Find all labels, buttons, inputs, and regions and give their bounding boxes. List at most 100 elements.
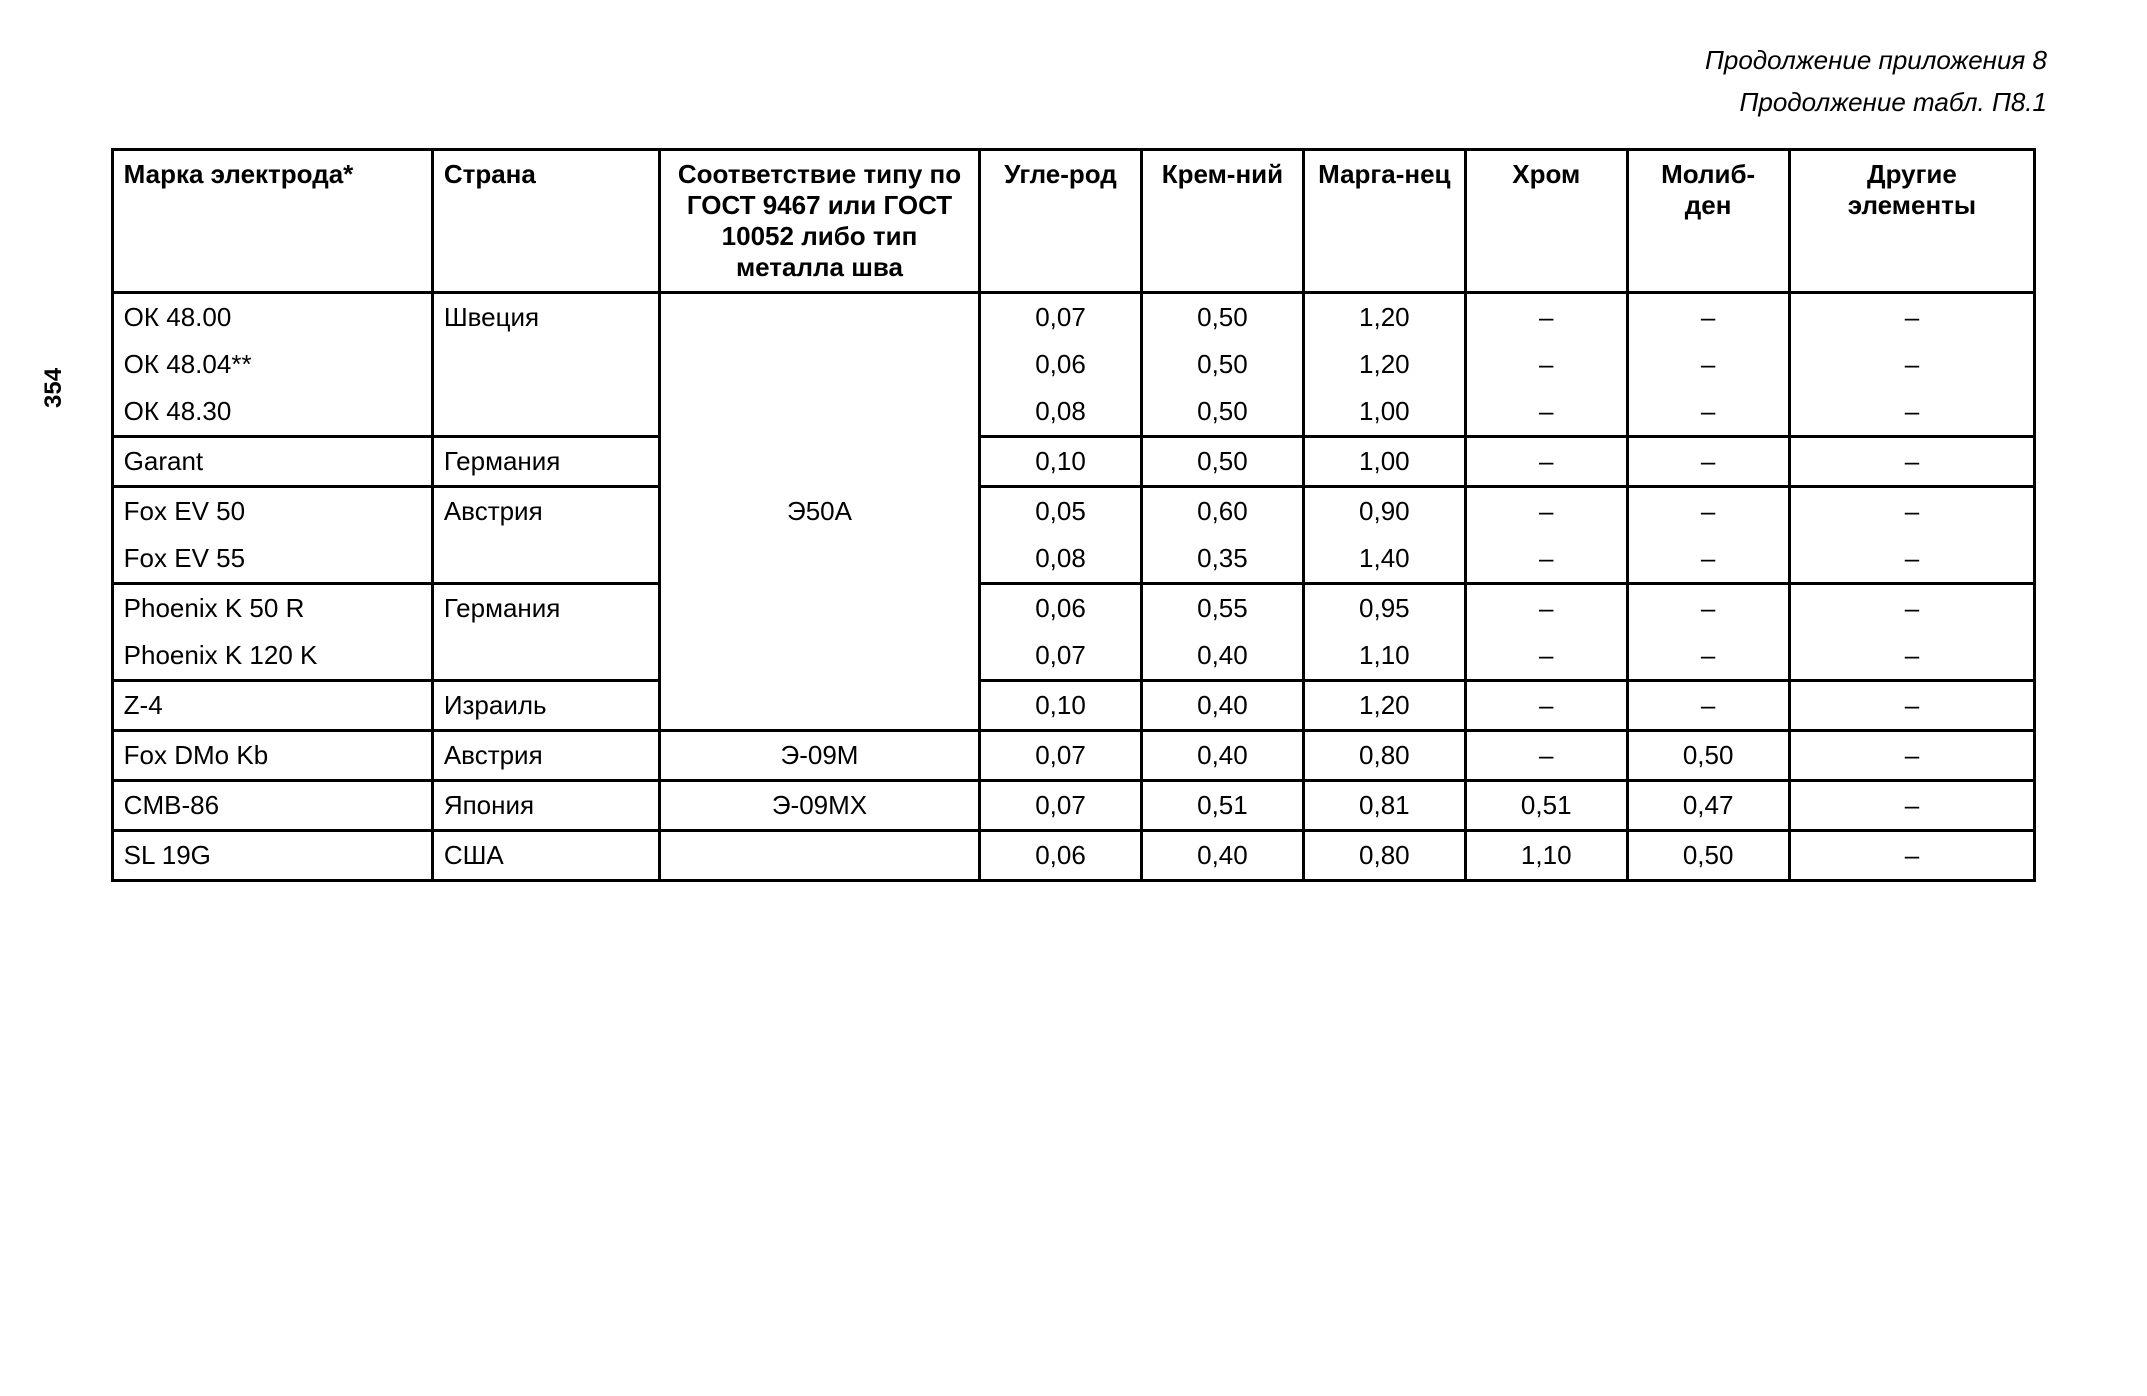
table-row: CMB-86 Япония Э-09МХ 0,07 0,51 0,81 0,51… <box>112 781 2035 831</box>
cell-mn: 1,20 <box>1303 341 1465 388</box>
cell-mo: – <box>1627 437 1789 487</box>
cell-si: 0,55 <box>1141 584 1303 633</box>
cell-c: 0,06 <box>980 341 1142 388</box>
cell-mo: – <box>1627 535 1789 584</box>
cell-mn: 1,10 <box>1303 632 1465 681</box>
cell-si: 0,50 <box>1141 437 1303 487</box>
table-row: SL 19G США 0,06 0,40 0,80 1,10 0,50 – <box>112 831 2035 881</box>
cell-mn: 1,00 <box>1303 388 1465 437</box>
cell-country: Израиль <box>432 681 659 731</box>
cell-si: 0,35 <box>1141 535 1303 584</box>
col-silicon: Крем-ний <box>1141 150 1303 293</box>
cell-brand: Garant <box>112 437 432 487</box>
cell-other: – <box>1789 535 2035 584</box>
cell-other: – <box>1789 388 2035 437</box>
cell-mn: 0,80 <box>1303 831 1465 881</box>
table-row: ОК 48.30 0,08 0,50 1,00 – – – <box>112 388 2035 437</box>
cell-c: 0,06 <box>980 831 1142 881</box>
col-gost: Соответствие типу по ГОСТ 9467 или ГОСТ … <box>659 150 979 293</box>
cell-cr: – <box>1465 388 1627 437</box>
table-row: Garant Германия 0,10 0,50 1,00 – – – <box>112 437 2035 487</box>
cell-country: Германия <box>432 584 659 681</box>
cell-brand: Fox EV 55 <box>112 535 432 584</box>
cell-other: – <box>1789 632 2035 681</box>
cell-cr: – <box>1465 341 1627 388</box>
cell-gost <box>659 831 979 881</box>
cell-si: 0,40 <box>1141 831 1303 881</box>
cell-other: – <box>1789 293 2035 342</box>
cell-other: – <box>1789 831 2035 881</box>
cell-c: 0,07 <box>980 731 1142 781</box>
cell-si: 0,40 <box>1141 681 1303 731</box>
cell-mn: 0,80 <box>1303 731 1465 781</box>
table-row: Phoenix K 120 K 0,07 0,40 1,10 – – – <box>112 632 2035 681</box>
cell-mn: 0,95 <box>1303 584 1465 633</box>
page-number: 354 <box>40 368 68 408</box>
cell-si: 0,60 <box>1141 487 1303 536</box>
cell-si: 0,50 <box>1141 293 1303 342</box>
cell-c: 0,07 <box>980 632 1142 681</box>
cell-country: Япония <box>432 781 659 831</box>
cell-brand: Fox EV 50 <box>112 487 432 536</box>
continuation-appendix: Продолжение приложения 8 <box>60 40 2047 82</box>
table-row: ОК 48.04** 0,06 0,50 1,20 – – – <box>112 341 2035 388</box>
cell-other: – <box>1789 437 2035 487</box>
cell-cr: – <box>1465 681 1627 731</box>
cell-c: 0,10 <box>980 681 1142 731</box>
cell-cr: – <box>1465 487 1627 536</box>
col-brand: Марка электрода* <box>112 150 432 293</box>
table-row: Fox DMo Kb Австрия Э-09М 0,07 0,40 0,80 … <box>112 731 2035 781</box>
table-row: Fox EV 55 0,08 0,35 1,40 – – – <box>112 535 2035 584</box>
col-molyb: Молиб-ден <box>1627 150 1789 293</box>
cell-other: – <box>1789 781 2035 831</box>
cell-country: Австрия <box>432 487 659 584</box>
continuation-table: Продолжение табл. П8.1 <box>60 82 2047 124</box>
cell-country: США <box>432 831 659 881</box>
cell-mo: 0,47 <box>1627 781 1789 831</box>
cell-gost: Э50А <box>659 293 979 731</box>
cell-mn: 0,81 <box>1303 781 1465 831</box>
cell-mn: 0,90 <box>1303 487 1465 536</box>
cell-mo: – <box>1627 341 1789 388</box>
cell-si: 0,40 <box>1141 731 1303 781</box>
col-chrome: Хром <box>1465 150 1627 293</box>
cell-mo: – <box>1627 487 1789 536</box>
cell-mo: – <box>1627 584 1789 633</box>
cell-cr: – <box>1465 437 1627 487</box>
cell-cr: – <box>1465 731 1627 781</box>
cell-brand: ОК 48.30 <box>112 388 432 437</box>
table-header-row: Марка электрода* Страна Соответствие тип… <box>112 150 2035 293</box>
col-carbon: Угле-род <box>980 150 1142 293</box>
cell-si: 0,40 <box>1141 632 1303 681</box>
cell-mo: 0,50 <box>1627 731 1789 781</box>
table-row: Fox EV 50 Австрия 0,05 0,60 0,90 – – – <box>112 487 2035 536</box>
cell-country: Швеция <box>432 293 659 437</box>
cell-gost: Э-09М <box>659 731 979 781</box>
cell-mo: – <box>1627 388 1789 437</box>
cell-other: – <box>1789 584 2035 633</box>
cell-other: – <box>1789 341 2035 388</box>
cell-cr: – <box>1465 632 1627 681</box>
col-mangan: Марга-нец <box>1303 150 1465 293</box>
table-row: Phoenix K 50 R Германия 0,06 0,55 0,95 –… <box>112 584 2035 633</box>
cell-mn: 1,20 <box>1303 293 1465 342</box>
cell-other: – <box>1789 681 2035 731</box>
cell-brand: Phoenix K 50 R <box>112 584 432 633</box>
cell-cr: – <box>1465 584 1627 633</box>
cell-cr: – <box>1465 535 1627 584</box>
col-other: Другие элементы <box>1789 150 2035 293</box>
cell-gost: Э-09МХ <box>659 781 979 831</box>
cell-cr: 0,51 <box>1465 781 1627 831</box>
cell-c: 0,05 <box>980 487 1142 536</box>
cell-mn: 1,20 <box>1303 681 1465 731</box>
cell-brand: ОК 48.00 <box>112 293 432 342</box>
cell-country: Германия <box>432 437 659 487</box>
cell-mn: 1,00 <box>1303 437 1465 487</box>
cell-brand: Phoenix K 120 K <box>112 632 432 681</box>
cell-cr: – <box>1465 293 1627 342</box>
cell-brand: SL 19G <box>112 831 432 881</box>
col-country: Страна <box>432 150 659 293</box>
cell-brand: Fox DMo Kb <box>112 731 432 781</box>
cell-mo: – <box>1627 681 1789 731</box>
cell-mo: – <box>1627 632 1789 681</box>
